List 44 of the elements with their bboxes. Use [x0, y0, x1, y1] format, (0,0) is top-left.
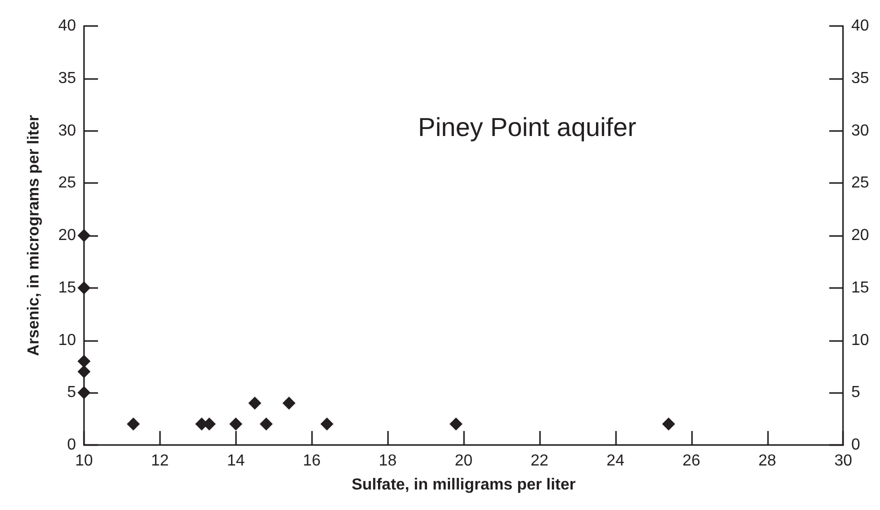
y-tick-label: 30	[58, 122, 76, 140]
point	[78, 386, 90, 400]
point	[78, 281, 90, 294]
point	[282, 396, 296, 410]
y2-tick-label: 25	[851, 174, 870, 192]
y2-tick-label: 10	[851, 332, 870, 349]
point	[662, 418, 676, 431]
point	[126, 418, 140, 431]
y-tick-label: 5	[67, 384, 76, 402]
y2-tick-label: 20	[851, 227, 870, 244]
y-tick-label: 0	[67, 436, 76, 454]
point	[229, 418, 242, 431]
y-tick-label: 20	[58, 227, 76, 244]
point	[260, 418, 273, 431]
x-tick-label: 30	[834, 452, 852, 470]
y2-tick-label: 5	[851, 384, 860, 402]
y2-tick-label: 0	[851, 436, 860, 454]
point	[248, 396, 262, 410]
x-tick-label: 18	[378, 452, 397, 470]
point	[78, 229, 90, 242]
point	[78, 354, 90, 368]
x-tick-label: 28	[758, 452, 776, 470]
y-tick-label: 10	[58, 332, 76, 349]
x-tick-label: 12	[151, 452, 169, 470]
y2-tick-label: 35	[851, 70, 870, 87]
x-tick-label: 14	[226, 452, 245, 470]
y-tick-label: 40	[58, 18, 76, 34]
x-tick-label: 24	[606, 452, 624, 470]
x-axis-title: Sulfate, in milligrams per liter	[352, 476, 576, 494]
x-tick-label: 26	[682, 452, 700, 470]
y2-tick-label: 40	[851, 18, 870, 34]
y2-tick-label: 15	[851, 279, 870, 296]
point	[450, 418, 463, 431]
x-tick-label: 20	[454, 452, 473, 470]
annotation: Piney Point aquifer	[418, 112, 637, 142]
x-tick-label: 22	[530, 452, 549, 470]
y-tick-label: 25	[58, 174, 76, 192]
y-axis-title: Arsenic, in micrograms per liter	[26, 115, 42, 356]
point	[320, 418, 334, 431]
point	[78, 365, 90, 378]
y2-tick-label: 30	[851, 122, 870, 140]
x-tick-label: 16	[302, 452, 321, 470]
y-tick-label: 35	[58, 70, 76, 87]
y-tick-label: 15	[58, 279, 76, 296]
